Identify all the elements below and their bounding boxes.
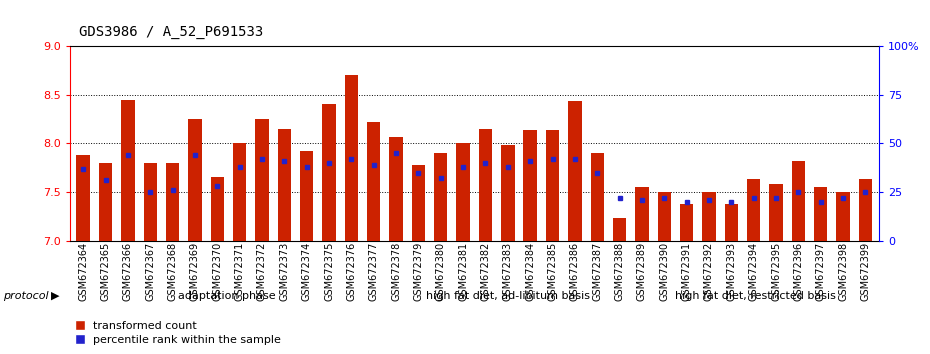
Text: GDS3986 / A_52_P691533: GDS3986 / A_52_P691533	[79, 25, 263, 39]
Text: high fat diet, ad-libitum basis: high fat diet, ad-libitum basis	[426, 291, 590, 301]
Bar	[143, 163, 157, 241]
Bar	[591, 153, 604, 241]
Bar	[613, 218, 626, 241]
Bar	[858, 179, 872, 241]
Bar	[791, 161, 805, 241]
Bar	[501, 145, 514, 241]
Bar	[121, 99, 135, 241]
Bar	[702, 192, 716, 241]
Bar	[367, 122, 380, 241]
Text: high fat diet, restricted basis: high fat diet, restricted basis	[675, 291, 836, 301]
Bar	[188, 119, 202, 241]
Bar	[232, 143, 246, 241]
Text: protocol: protocol	[3, 291, 48, 301]
Bar	[210, 177, 224, 241]
Bar	[457, 143, 470, 241]
Bar	[680, 204, 694, 241]
Bar	[524, 130, 537, 241]
Bar	[278, 129, 291, 241]
Bar	[412, 165, 425, 241]
Text: ▶: ▶	[51, 291, 60, 301]
Bar	[99, 163, 113, 241]
Bar	[814, 187, 828, 241]
Text: adaptation phase: adaptation phase	[179, 291, 276, 301]
Bar	[479, 129, 492, 241]
Bar	[255, 119, 269, 241]
Bar	[635, 187, 648, 241]
Bar	[658, 192, 671, 241]
Bar	[434, 153, 447, 241]
Bar	[546, 130, 559, 241]
Bar	[724, 204, 738, 241]
Bar	[769, 184, 783, 241]
Bar	[323, 104, 336, 241]
Bar	[568, 101, 581, 241]
Bar	[390, 137, 403, 241]
Bar	[836, 192, 850, 241]
Bar	[747, 179, 761, 241]
Bar	[76, 155, 90, 241]
Bar	[166, 163, 179, 241]
Bar	[345, 75, 358, 241]
Legend: transformed count, percentile rank within the sample: transformed count, percentile rank withi…	[75, 321, 281, 345]
Bar	[300, 151, 313, 241]
